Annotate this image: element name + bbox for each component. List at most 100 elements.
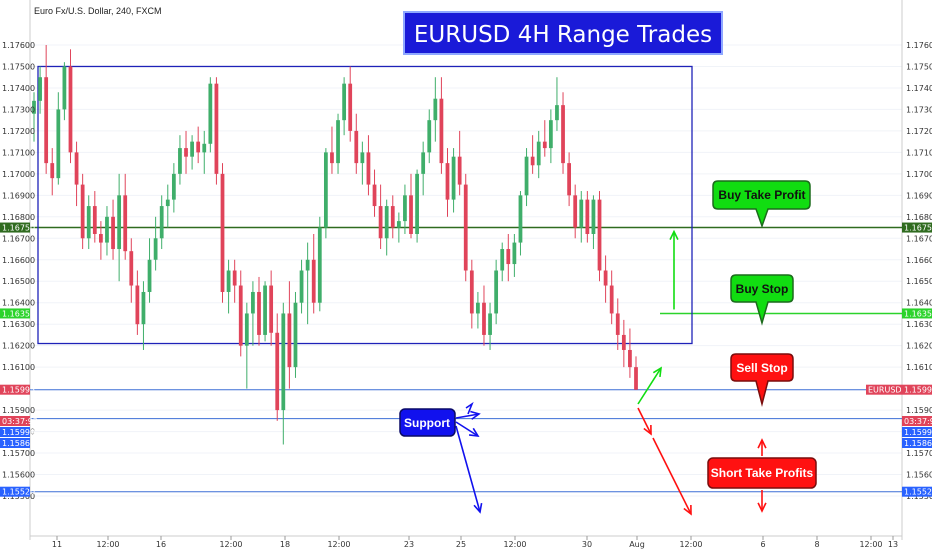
candle-body — [342, 83, 347, 121]
candle-body — [336, 120, 340, 164]
y-tick-label: 1.15700 — [2, 449, 35, 458]
y-tick-label: 1.16100 — [906, 363, 932, 372]
x-tick-label: 6 — [760, 540, 765, 549]
candle-body — [251, 291, 255, 314]
candle-body — [427, 120, 432, 153]
candle-body — [305, 259, 310, 271]
y-tick-label: 1.16500 — [2, 277, 35, 286]
candle-body — [99, 233, 103, 243]
candle-body — [86, 206, 91, 239]
y-tick-label: 1.16100 — [2, 363, 35, 372]
candle-body — [62, 66, 67, 110]
candle-body — [92, 206, 97, 234]
y-tick-label: 1.16500 — [906, 277, 932, 286]
candle-body — [384, 206, 389, 239]
candle-body — [469, 270, 474, 314]
price-tag-label: 1.16750 — [2, 224, 35, 233]
support-arrow — [455, 413, 480, 419]
x-tick-label: Aug — [629, 540, 645, 549]
candle-body — [463, 184, 468, 271]
range-box — [37, 65, 693, 345]
y-tick-label: 1.17500 — [2, 62, 35, 71]
x-tick-label: 16 — [156, 540, 166, 549]
price-tag-right — [902, 427, 932, 437]
candle-body — [360, 152, 365, 164]
candle-body — [244, 313, 249, 346]
price-tag-right — [902, 486, 932, 497]
candle-body — [220, 173, 225, 292]
x-tick-label: 25 — [456, 540, 466, 549]
y-tick-label: 1.16700 — [2, 234, 35, 243]
candle-body — [111, 216, 115, 250]
candle-body — [117, 195, 122, 250]
x-tick-label: 12:00 — [327, 540, 350, 549]
candle-body — [293, 302, 298, 368]
x-tick-label: 30 — [582, 540, 592, 549]
support-arrow — [465, 401, 474, 415]
price-tag-label: 1.15860 — [904, 439, 932, 448]
candle-body — [348, 83, 353, 131]
candle-body — [50, 163, 55, 179]
title-text: EURUSD 4H Range Trades — [414, 22, 712, 48]
candle-body — [518, 195, 523, 243]
candle-body — [123, 195, 128, 252]
callout-label: Buy Stop — [736, 282, 789, 296]
price-tag-right — [866, 384, 902, 395]
price-tag-left — [0, 308, 30, 319]
candle-body — [171, 173, 176, 200]
candle-body — [482, 302, 486, 335]
long-entry-arrow-head — [652, 366, 662, 378]
candle-body — [330, 152, 334, 164]
price-tag-label: 1.15520 — [2, 488, 35, 497]
buy-stop-callout: Buy Stop — [730, 274, 794, 326]
x-tick-label: 12:00 — [859, 540, 882, 549]
price-tags: 1.16750 1.16350 1.15995 03:37:92 1.15990 1.15… — [0, 222, 932, 497]
x-tick-label: 12:00 — [96, 540, 119, 549]
candle-body — [311, 259, 316, 303]
candle-body — [634, 367, 638, 390]
y-tick-label: 1.17100 — [906, 148, 932, 157]
short-target-arrow-head — [683, 504, 692, 516]
y-tick-label: 1.16800 — [906, 213, 932, 222]
y-tick-label: 1.16600 — [2, 256, 35, 265]
candle-body — [439, 98, 444, 164]
y-tick-label: 1.15700 — [906, 449, 932, 458]
candle-body — [457, 156, 462, 185]
short-take-profits-callout: Short Take Profits — [707, 457, 817, 489]
y-tick-label: 1.17200 — [2, 127, 35, 136]
candle-body — [372, 184, 377, 207]
price-tag-right — [902, 222, 932, 233]
y-tick-label: 1.17600 — [2, 41, 35, 50]
candle-body — [74, 152, 79, 185]
candle-body — [567, 163, 571, 196]
candle-body — [190, 141, 194, 157]
support-callout: Support — [399, 408, 456, 437]
candle-body — [603, 270, 608, 286]
support-arrow-head — [468, 427, 480, 437]
candle-body — [542, 141, 547, 149]
x-tick-label: 13 — [888, 540, 898, 549]
candle-body — [591, 199, 596, 234]
price-tag-left — [0, 486, 30, 497]
price-tag-left — [0, 384, 30, 395]
callout-label: Support — [404, 416, 450, 430]
candle-body — [354, 130, 359, 164]
buy-range-arrow-head — [669, 229, 679, 240]
candle-body — [555, 105, 559, 121]
candle-body — [548, 120, 553, 149]
symbol-text: Euro Fx/U.S. Dollar, 240, FXCM — [34, 6, 162, 16]
candle-body — [415, 173, 419, 234]
candle-body — [232, 270, 237, 286]
candle-body — [56, 109, 61, 179]
candle-body — [317, 227, 322, 303]
y-tick-label: 1.17600 — [906, 41, 932, 50]
callout-bubble — [712, 180, 811, 229]
tp-up-arrow-head — [757, 438, 767, 449]
candle-body — [105, 216, 109, 243]
price-tag-label: 1.16750 — [904, 224, 932, 233]
candle-body — [129, 251, 134, 286]
short-entry-arrow — [637, 407, 652, 435]
candle-body — [32, 100, 36, 114]
candle-body — [68, 66, 73, 153]
